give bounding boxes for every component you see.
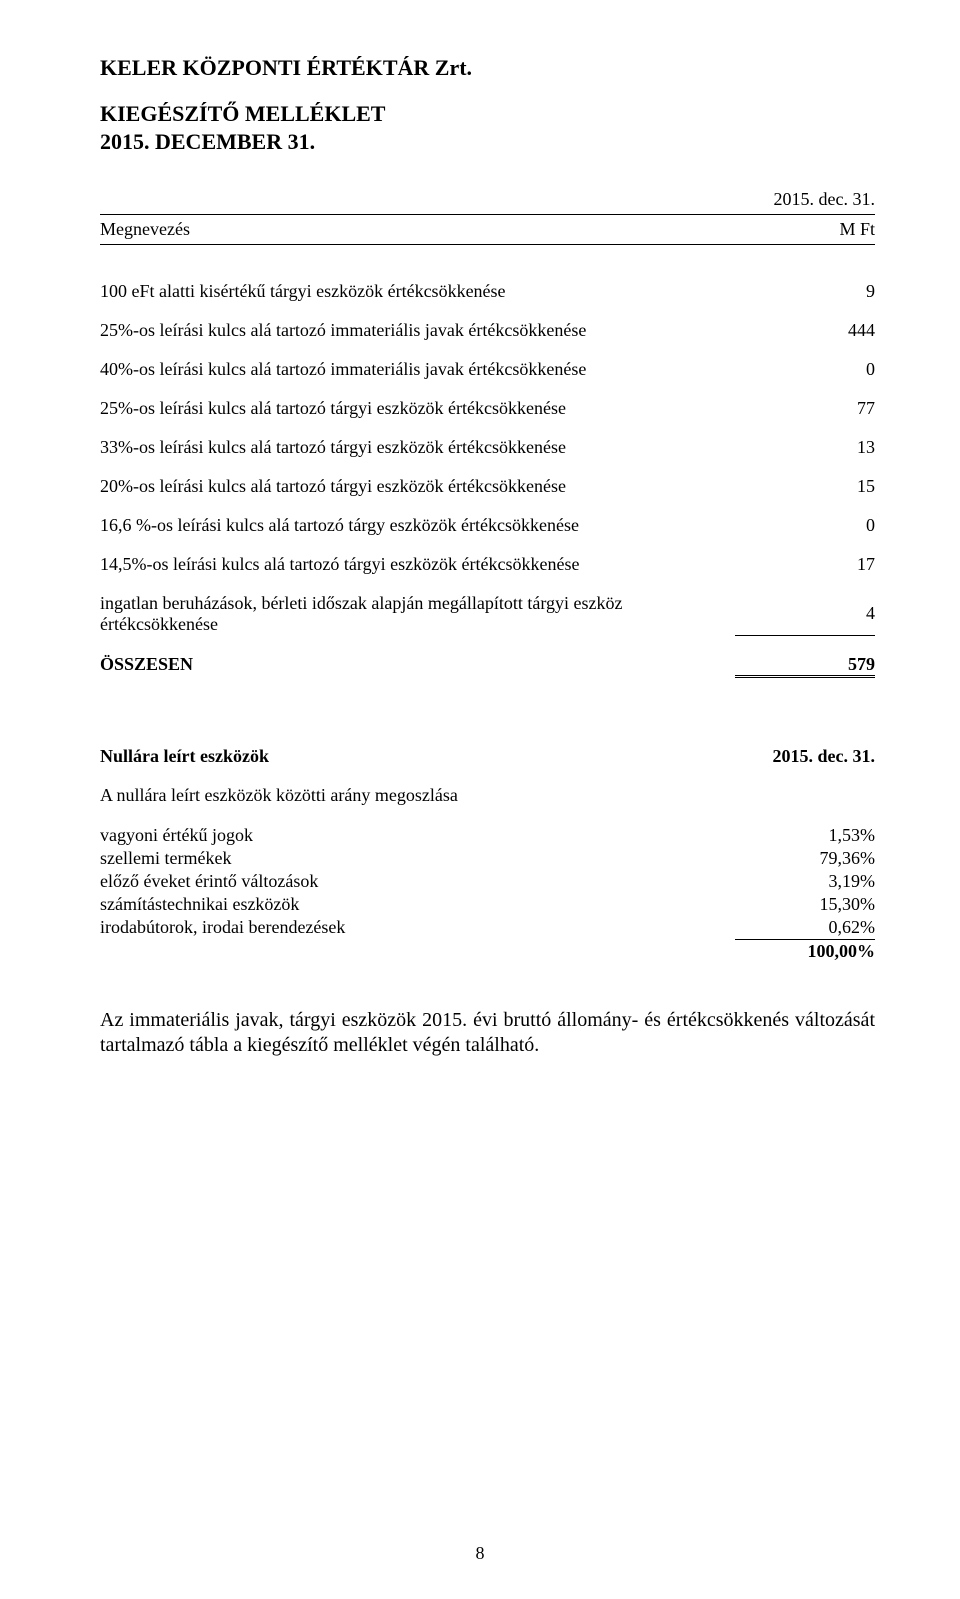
row-label: 33%-os leírási kulcs alá tartozó tárgyi …: [100, 419, 735, 458]
page: KELER KÖZPONTI ÉRTÉKTÁR Zrt. KIEGÉSZÍTŐ …: [0, 0, 960, 1599]
row-value: 13: [735, 419, 875, 458]
doc-date: 2015. DECEMBER 31.: [100, 129, 875, 155]
row-label: 40%-os leírási kulcs alá tartozó immater…: [100, 341, 735, 380]
row-label: vagyoni értékű jogok: [100, 824, 735, 847]
total-value: 100,00%: [735, 939, 875, 963]
table-row: 25%-os leírási kulcs alá tartozó immater…: [100, 302, 875, 341]
table-row: 20%-os leírási kulcs alá tartozó tárgyi …: [100, 458, 875, 497]
zero-assets-table: vagyoni értékű jogok 1,53% szellemi term…: [100, 824, 875, 963]
section2-date: 2015. dec. 31.: [773, 746, 876, 767]
row-label: 14,5%-os leírási kulcs alá tartozó tárgy…: [100, 536, 735, 575]
row-value: 444: [735, 302, 875, 341]
table-row: 14,5%-os leírási kulcs alá tartozó tárgy…: [100, 536, 875, 575]
row-value: 4: [735, 575, 875, 635]
table1-col-unit: M Ft: [735, 215, 875, 245]
row-value: 0,62%: [735, 916, 875, 940]
zero-assets-section: Nullára leírt eszközök 2015. dec. 31. A …: [100, 746, 875, 963]
table-row: irodabútorok, irodai berendezések 0,62%: [100, 916, 875, 940]
table1-col-date: 2015. dec. 31.: [735, 185, 875, 215]
table-row: számítástechnikai eszközök 15,30%: [100, 893, 875, 916]
page-number: 8: [0, 1543, 960, 1564]
row-label: 100 eFt alatti kisértékű tárgyi eszközök…: [100, 263, 735, 302]
table-total-row: 100,00%: [100, 939, 875, 963]
row-label: ingatlan beruházások, bérleti időszak al…: [100, 575, 735, 635]
table-row: 100 eFt alatti kisértékű tárgyi eszközök…: [100, 263, 875, 302]
row-label: 25%-os leírási kulcs alá tartozó immater…: [100, 302, 735, 341]
row-value: 3,19%: [735, 870, 875, 893]
table-row: szellemi termékek 79,36%: [100, 847, 875, 870]
table1-col-name: Megnevezés: [100, 215, 735, 245]
row-value: 15,30%: [735, 893, 875, 916]
table-row: vagyoni értékű jogok 1,53%: [100, 824, 875, 847]
row-value: 9: [735, 263, 875, 302]
row-label: irodabútorok, irodai berendezések: [100, 916, 735, 940]
total-value: 579: [735, 635, 875, 675]
row-value: 79,36%: [735, 847, 875, 870]
row-label: számítástechnikai eszközök: [100, 893, 735, 916]
row-value: 77: [735, 380, 875, 419]
row-value: 1,53%: [735, 824, 875, 847]
doc-title: KIEGÉSZÍTŐ MELLÉKLET: [100, 101, 875, 127]
section2-subtitle: A nullára leírt eszközök közötti arány m…: [100, 785, 875, 806]
table-row: ingatlan beruházások, bérleti időszak al…: [100, 575, 875, 635]
company-name: KELER KÖZPONTI ÉRTÉKTÁR Zrt.: [100, 55, 875, 81]
section2-title: Nullára leírt eszközök: [100, 746, 269, 767]
row-label: 25%-os leírási kulcs alá tartozó tárgyi …: [100, 380, 735, 419]
row-value: 0: [735, 497, 875, 536]
table-row: 40%-os leírási kulcs alá tartozó immater…: [100, 341, 875, 380]
table-row: előző éveket érintő változások 3,19%: [100, 870, 875, 893]
row-value: 0: [735, 341, 875, 380]
row-label: 16,6 %-os leírási kulcs alá tartozó tárg…: [100, 497, 735, 536]
row-label: előző éveket érintő változások: [100, 870, 735, 893]
row-label: szellemi termékek: [100, 847, 735, 870]
table-row: 16,6 %-os leírási kulcs alá tartozó tárg…: [100, 497, 875, 536]
row-value: 15: [735, 458, 875, 497]
table-total-row: ÖSSZESEN 579: [100, 635, 875, 675]
table-row: 33%-os leírási kulcs alá tartozó tárgyi …: [100, 419, 875, 458]
total-label: ÖSSZESEN: [100, 635, 735, 675]
row-value: 17: [735, 536, 875, 575]
depreciation-table: 2015. dec. 31. Megnevezés M Ft 100 eFt a…: [100, 185, 875, 676]
closing-paragraph: Az immateriális javak, tárgyi eszközök 2…: [100, 1008, 875, 1058]
row-label: 20%-os leírási kulcs alá tartozó tárgyi …: [100, 458, 735, 497]
table-row: 25%-os leírási kulcs alá tartozó tárgyi …: [100, 380, 875, 419]
